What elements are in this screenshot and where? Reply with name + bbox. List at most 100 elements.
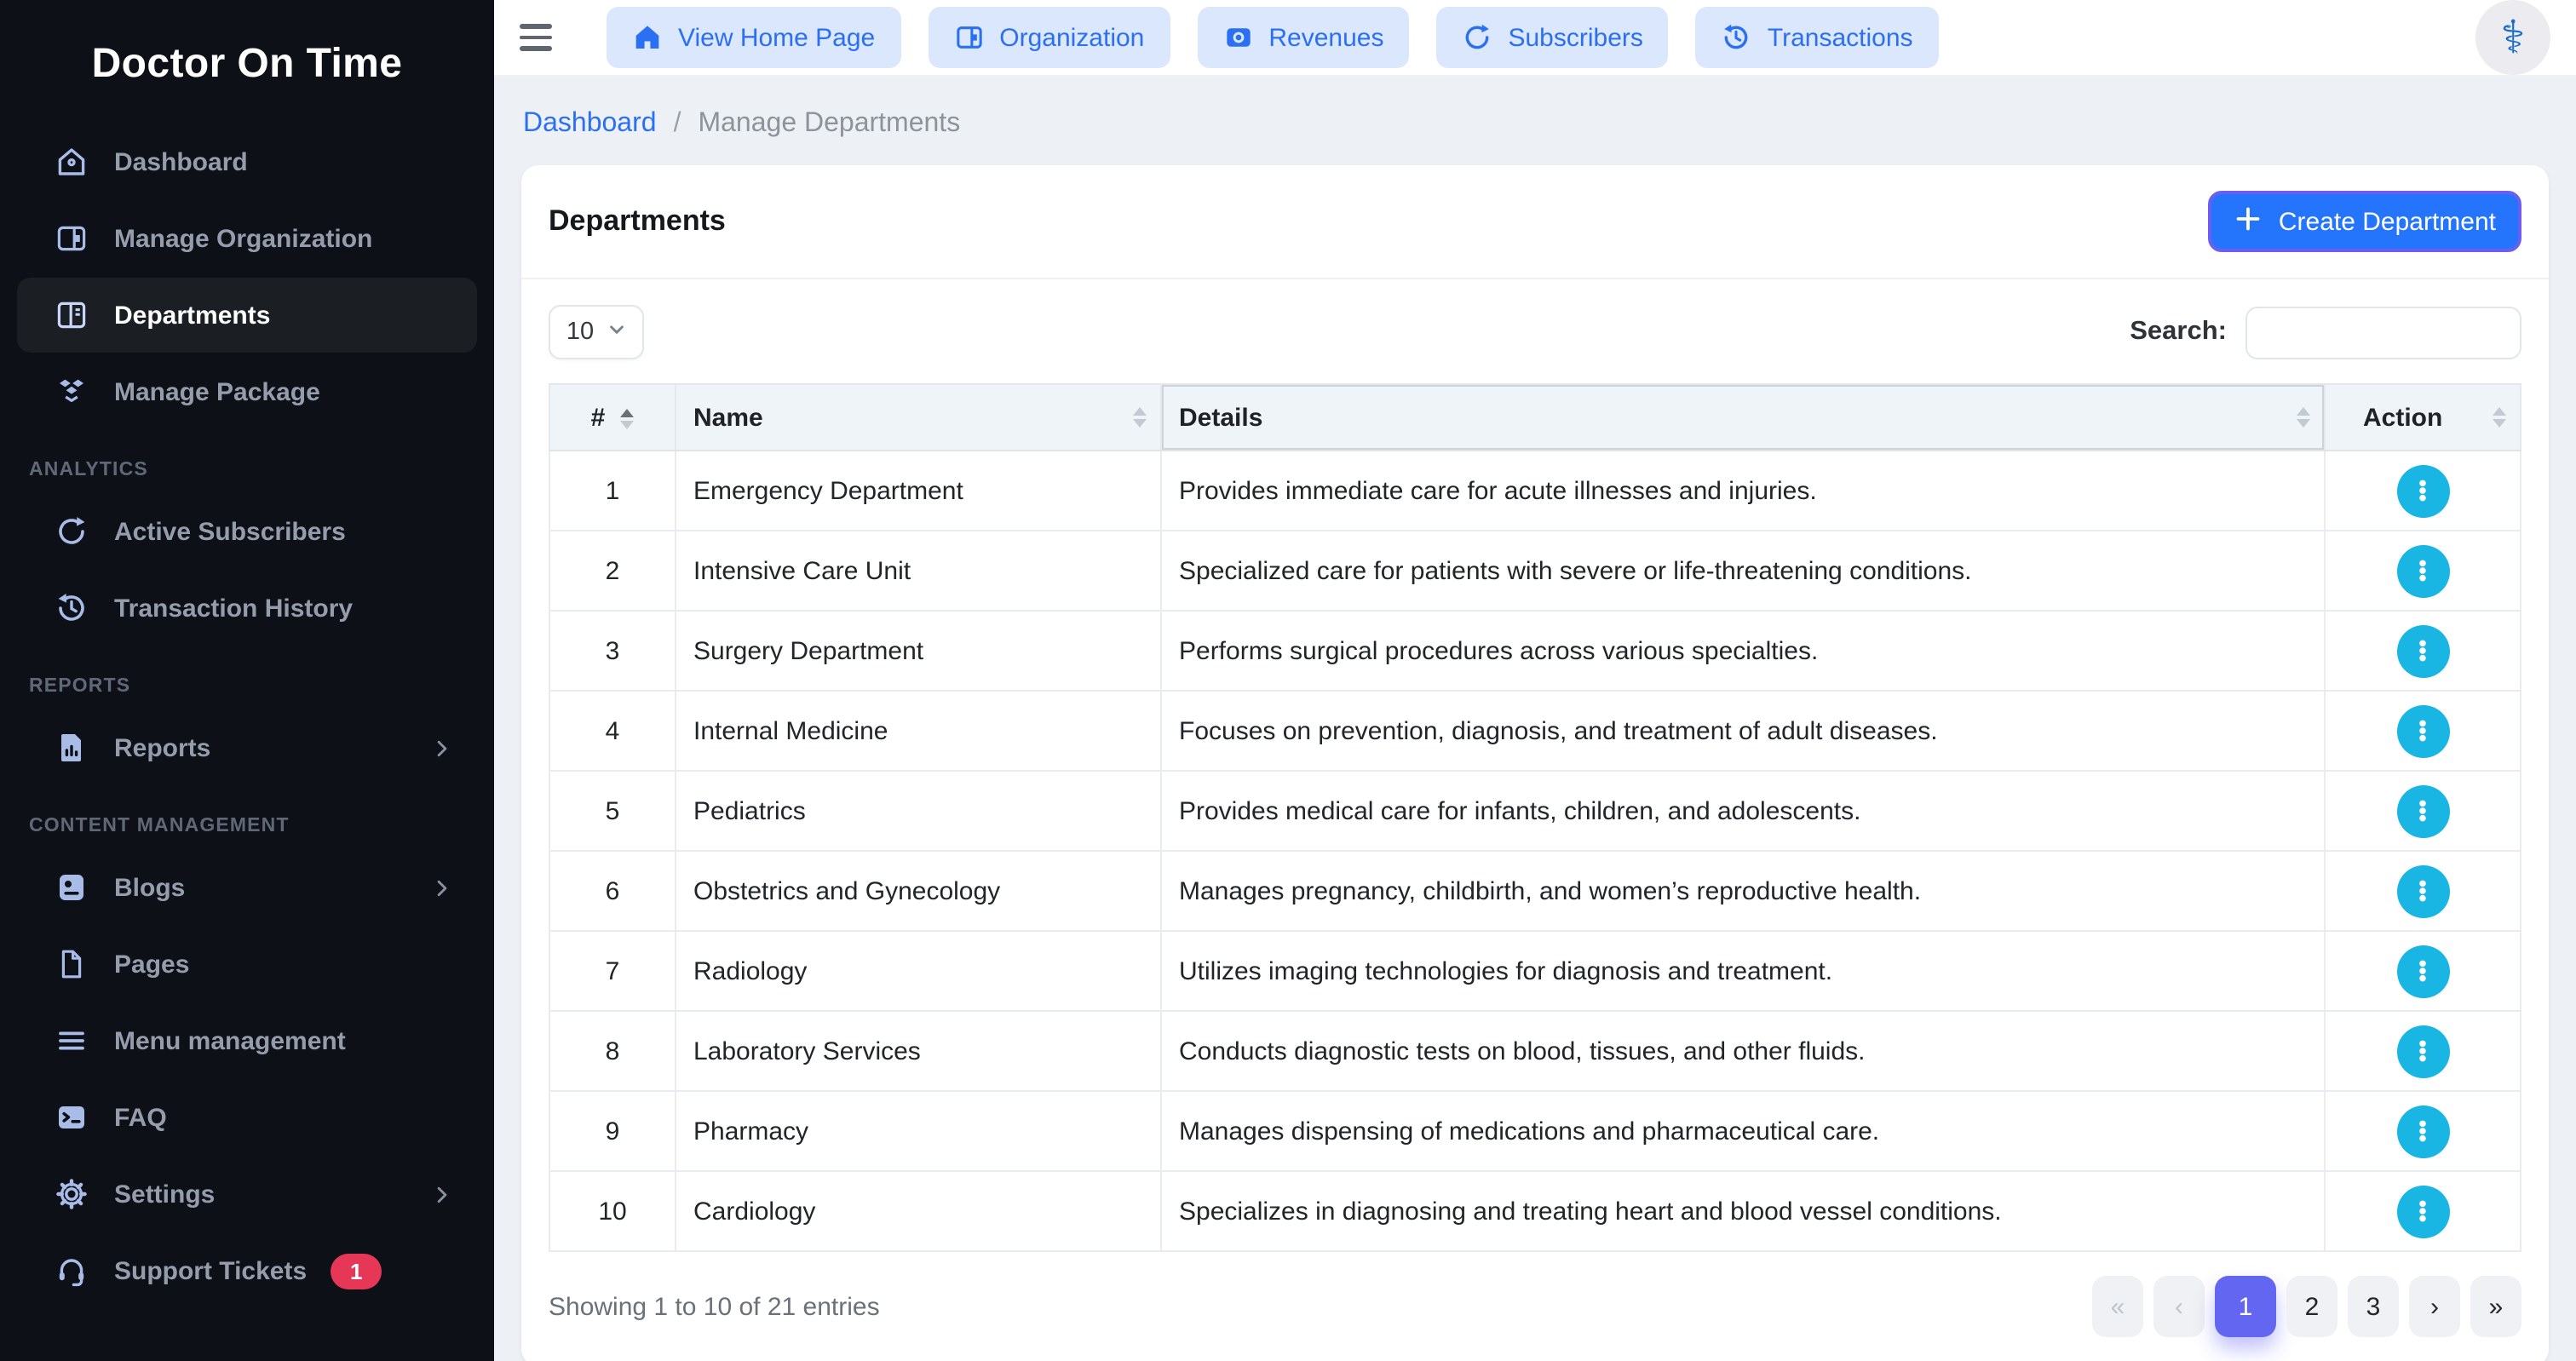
sidebar-item-departments[interactable]: Departments xyxy=(17,278,477,353)
subscribers-button[interactable]: Subscribers xyxy=(1436,7,1669,68)
row-actions-button[interactable] xyxy=(2396,784,2449,837)
departments-table: # Name Details Action 1 Emergency Depart… xyxy=(549,383,2521,1252)
revenues-button[interactable]: Revenues xyxy=(1197,7,1410,68)
breadcrumb-current: Manage Departments xyxy=(698,109,961,138)
sidebar-item-reports[interactable]: Reports xyxy=(17,710,477,785)
row-actions-button[interactable] xyxy=(2396,864,2449,917)
sidebar: Doctor On Time Dashboard Manage Organiza… xyxy=(0,0,494,1361)
department-name: Emergency Department xyxy=(676,451,1162,531)
column-header-name[interactable]: Name xyxy=(676,383,1162,451)
sidebar-item-support-tickets[interactable]: Support Tickets 1 xyxy=(17,1233,477,1308)
pagination: « ‹ 1 2 3 › » xyxy=(2092,1276,2521,1337)
sidebar-item-faq[interactable]: FAQ xyxy=(17,1080,477,1155)
sidebar-item-manage-package[interactable]: Manage Package xyxy=(17,354,477,429)
user-avatar[interactable]: ⚕ xyxy=(2475,0,2550,75)
column-header-number[interactable]: # xyxy=(549,383,676,451)
column-header-action[interactable]: Action xyxy=(2325,383,2521,451)
sidebar-item-settings[interactable]: Settings xyxy=(17,1157,477,1232)
menu-toggle-icon[interactable] xyxy=(520,15,564,60)
sidebar-item-label: Manage Organization xyxy=(114,224,373,253)
sidebar-item-menu-management[interactable]: Menu management xyxy=(17,1003,477,1078)
terminal-icon xyxy=(55,1100,89,1134)
row-number: 10 xyxy=(549,1171,676,1252)
table-header-row: # Name Details Action xyxy=(549,383,2521,451)
transactions-button[interactable]: Transactions xyxy=(1695,7,1939,68)
row-actions-button[interactable] xyxy=(2396,1185,2449,1238)
search-input[interactable] xyxy=(2245,306,2521,359)
sort-icon xyxy=(2297,407,2310,428)
department-name: Intensive Care Unit xyxy=(676,531,1162,612)
sidebar-item-label: Blogs xyxy=(114,873,186,902)
view-home-page-button[interactable]: View Home Page xyxy=(607,7,901,68)
row-actions-button[interactable] xyxy=(2396,1025,2449,1077)
row-actions-button[interactable] xyxy=(2396,624,2449,677)
table-row: 1 Emergency Department Provides immediat… xyxy=(549,451,2521,531)
sidebar-item-dashboard[interactable]: Dashboard xyxy=(17,124,477,199)
row-number: 8 xyxy=(549,1011,676,1092)
organization-button[interactable]: Organization xyxy=(928,7,1170,68)
sidebar-item-label: Support Tickets xyxy=(114,1256,308,1285)
row-number: 7 xyxy=(549,931,676,1012)
table-row: 8 Laboratory Services Conducts diagnosti… xyxy=(549,1011,2521,1092)
department-name: Pediatrics xyxy=(676,771,1162,852)
house-icon xyxy=(632,22,663,53)
table-row: 9 Pharmacy Manages dispensing of medicat… xyxy=(549,1091,2521,1172)
breadcrumb-dashboard-link[interactable]: Dashboard xyxy=(523,109,657,138)
department-details: Utilizes imaging technologies for diagno… xyxy=(1161,931,2326,1012)
department-details: Conducts diagnostic tests on blood, tiss… xyxy=(1161,1011,2326,1092)
department-details: Provides medical care for infants, child… xyxy=(1161,771,2326,852)
sidebar-item-label: Departments xyxy=(114,301,271,330)
top-navbar: View Home Page Organization Revenues xyxy=(494,0,2576,77)
column-header-details[interactable]: Details xyxy=(1161,383,2326,451)
gear-icon xyxy=(55,1177,89,1211)
sidebar-item-manage-organization[interactable]: Manage Organization xyxy=(17,201,477,276)
sidebar-item-pages[interactable]: Pages xyxy=(17,927,477,1002)
row-actions-button[interactable] xyxy=(2396,704,2449,757)
row-number: 9 xyxy=(549,1091,676,1172)
sidebar-item-transaction-history[interactable]: Transaction History xyxy=(17,571,477,646)
pagination-last-button[interactable]: » xyxy=(2470,1276,2521,1337)
row-actions-button[interactable] xyxy=(2396,945,2449,997)
row-actions-button[interactable] xyxy=(2396,544,2449,597)
button-label: View Home Page xyxy=(678,23,876,52)
department-details: Specializes in diagnosing and treating h… xyxy=(1161,1171,2326,1252)
department-name: Radiology xyxy=(676,931,1162,1012)
main-area: View Home Page Organization Revenues xyxy=(494,0,2576,1361)
row-actions-button[interactable] xyxy=(2396,464,2449,517)
caduceus-icon: ⚕ xyxy=(2500,11,2526,62)
sidebar-item-label: Transaction History xyxy=(114,594,354,623)
department-name: Pharmacy xyxy=(676,1091,1162,1172)
table-row: 7 Radiology Utilizes imaging technologie… xyxy=(549,931,2521,1012)
departments-icon xyxy=(55,298,89,332)
card-body: 10 Search: # Name xyxy=(521,279,2549,1361)
sort-icon xyxy=(2493,407,2506,428)
search-area: Search: xyxy=(2130,306,2521,359)
chevron-down-icon xyxy=(606,319,626,346)
page-icon xyxy=(55,947,89,981)
sidebar-item-active-subscribers[interactable]: Active Subscribers xyxy=(17,494,477,569)
sidebar-item-label: Pages xyxy=(114,950,190,979)
pagination-page-2[interactable]: 2 xyxy=(2286,1276,2337,1337)
pagination-first-button[interactable]: « xyxy=(2092,1276,2143,1337)
row-number: 6 xyxy=(549,851,676,932)
department-details: Specialized care for patients with sever… xyxy=(1161,531,2326,612)
pagination-next-button[interactable]: › xyxy=(2409,1276,2460,1337)
pagination-page-1[interactable]: 1 xyxy=(2215,1276,2276,1337)
house-icon xyxy=(55,145,89,179)
topnav-buttons: View Home Page Organization Revenues xyxy=(607,7,1939,68)
chevron-right-icon xyxy=(429,1181,455,1207)
table-row: 5 Pediatrics Provides medical care for i… xyxy=(549,771,2521,852)
sidebar-item-label: Menu management xyxy=(114,1026,346,1055)
page-length-select[interactable]: 10 xyxy=(549,305,644,359)
pagination-prev-button[interactable]: ‹ xyxy=(2153,1276,2205,1337)
organization-icon xyxy=(55,221,89,256)
report-file-icon xyxy=(55,731,89,765)
sidebar-item-blogs[interactable]: Blogs xyxy=(17,850,477,925)
pagination-page-3[interactable]: 3 xyxy=(2348,1276,2399,1337)
department-name: Laboratory Services xyxy=(676,1011,1162,1092)
button-label: Revenues xyxy=(1268,23,1384,52)
row-actions-button[interactable] xyxy=(2396,1105,2449,1157)
list-icon xyxy=(55,1024,89,1058)
create-department-button[interactable]: Create Department xyxy=(2208,191,2521,252)
